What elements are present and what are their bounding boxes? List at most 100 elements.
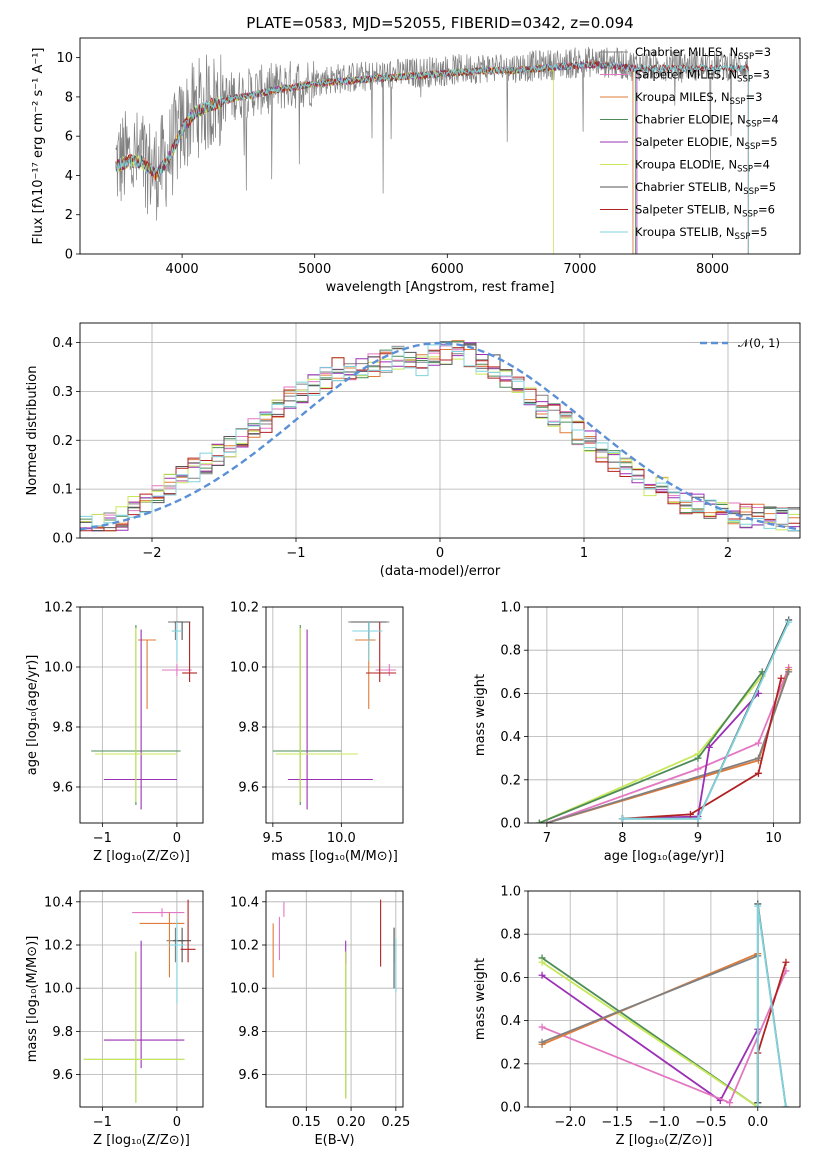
y-tick-label: 1.0 (500, 885, 521, 900)
y-tick-label: 0.0 (500, 1101, 521, 1116)
legend-entry: Salpeter STELIB, NSSP=6 (635, 203, 775, 220)
y-tick-label: 0.8 (500, 644, 521, 659)
mass_vs_age-plot (272, 621, 397, 810)
y-tick-label: 2 (65, 208, 73, 223)
y-tick-label: 9.6 (238, 781, 259, 796)
x-axis-label: wavelength [Angstrom, rest frame] (326, 280, 555, 295)
weight-line-kroupa_stelib (622, 621, 790, 820)
weight-marker-chabrier_elodie (535, 819, 543, 823)
y-tick-label: 8 (65, 90, 73, 105)
figure-title: PLATE=0583, MJD=52055, FIBERID=0342, z=0… (246, 14, 633, 32)
Z_vs_weight-plot (538, 900, 790, 1107)
legend-entry: Chabrier STELIB, NSSP=5 (635, 180, 776, 197)
spectrum-plot (115, 46, 749, 254)
x-axis-label: mass [log₁₀(M/M⊙)] (271, 849, 398, 864)
y-tick-label: 0 (65, 248, 73, 263)
x-tick-label: −2 (142, 546, 161, 561)
y-tick-label: 10.2 (44, 939, 73, 954)
plot-frame (265, 890, 404, 1108)
age_vs_weight-plot (535, 616, 793, 823)
spectrum-panel: 4000 5000 6000 7000 8000 0 2 4 6 8 10 wavelength [A… (31, 37, 801, 295)
x-tick-label: 2 (724, 546, 732, 561)
weight-marker-chabrier_miles (538, 1038, 546, 1046)
weight-marker-kroupa_elodie (538, 958, 546, 966)
legend-entry: Chabrier ELODIE, NSSP=4 (635, 113, 779, 130)
y-tick-label: 10.2 (230, 939, 259, 954)
x-tick-label: 9.5 (263, 831, 284, 846)
y-tick-label: 9.8 (238, 1025, 259, 1040)
y-axis-label: age [log₁₀(age/yr)] (25, 655, 40, 776)
y-tick-label: 0.4 (500, 1014, 521, 1029)
legend-entry: Salpeter MILES, NSSP=3 (635, 68, 770, 85)
x-axis-label: E(B-V) (314, 1133, 354, 1148)
spectrum-model-salpeter_stelib (115, 61, 749, 254)
weight-line-chabrier_miles (541, 954, 759, 1044)
x-tick-label: −0.5 (695, 1115, 727, 1130)
weight-line-salpeter_elodie (622, 692, 760, 820)
x-tick-label: 0.15 (292, 1115, 321, 1130)
y-tick-label: 0.6 (500, 687, 521, 702)
y-tick-label: 10.2 (44, 601, 73, 616)
legend-entry: Salpeter ELODIE, NSSP=5 (635, 135, 778, 152)
weight-marker-kroupa_stelib (754, 902, 762, 910)
residuals-panel: −2 −1 0 1 2 0.0 0.1 0.2 0.3 0.4 (data-model)/error… (25, 322, 801, 579)
plot-frame (527, 890, 801, 1108)
y-axis-label: Flux [fλ10⁻¹⁷ erg cm⁻² s⁻¹ A⁻¹] (31, 48, 46, 245)
y-tick-label: 0.6 (500, 971, 521, 986)
y-tick-label: 9.6 (52, 781, 73, 796)
weight-marker-salpeter_elodie (705, 743, 713, 751)
y-tick-label: 0.8 (500, 928, 521, 943)
y-tick-label: 10.4 (44, 895, 73, 910)
y-axis-label: mass [log₁₀(M/M⊙)] (25, 936, 40, 1063)
y-tick-label: 0.2 (500, 773, 521, 788)
x-tick-label: 0 (436, 546, 444, 561)
x-axis-label: age [log₁₀(age/yr)] (604, 849, 725, 864)
weight-line-salpeter_miles (546, 667, 790, 823)
weight-marker-chabrier_miles (785, 668, 793, 676)
age_vs_weight-panel: 7 8 9 10 0.0 0.2 0.4 0.6 0.8 1.0 age [log₁₀(age/yr… (473, 601, 801, 864)
x-tick-label: 4000 (166, 262, 199, 277)
weight-marker-salpeter_miles (694, 765, 702, 773)
y-tick-label: 9.8 (52, 721, 73, 736)
y-tick-label: 0.4 (500, 730, 521, 745)
weight-marker-kroupa_stelib (782, 1103, 790, 1107)
weight-marker-kroupa_stelib (785, 618, 793, 626)
y-tick-label: 4 (65, 169, 73, 184)
x-tick-label: −1 (286, 546, 305, 561)
weight-marker-salpeter_elodie (538, 971, 546, 979)
Z_vs_weight-panel: −2.0 −1.5 −1.0 −0.5 0.0 0.0 0.2 0.4 0.6 0.8 1.0 Z [… (473, 885, 801, 1148)
y-tick-label: 0.3 (52, 385, 73, 400)
weight-marker-kroupa_stelib (618, 815, 626, 823)
x-tick-label: −1.0 (648, 1115, 680, 1130)
y-tick-label: 9.8 (238, 721, 259, 736)
plot-frame (79, 37, 801, 255)
weight-marker-chabrier_miles (543, 819, 551, 823)
weight-marker-salpeter_miles (726, 1099, 734, 1107)
legend-entry: Kroupa STELIB, NSSP=5 (635, 225, 767, 242)
plot-frame (79, 890, 204, 1108)
histogram-kroupa_stelib (80, 344, 800, 531)
x-tick-label: 0.25 (381, 1115, 410, 1130)
x-tick-label: 8000 (696, 262, 729, 277)
weight-marker-chabrier_elodie (694, 754, 702, 762)
weight-marker-salpeter_stelib (782, 958, 790, 966)
EBV_vs_mass-panel: 0.15 0.20 0.25 9.6 9.8 10.0 10.2 10.4 E(B-V) (230, 890, 410, 1148)
residuals-plot (80, 340, 800, 532)
weight-line-salpeter_elodie (541, 974, 759, 1102)
x-axis-label: Z [log₁₀(Z/Z⊙)] (93, 849, 190, 864)
weight-marker-chabrier_miles (754, 754, 762, 762)
x-tick-label: 5000 (298, 262, 331, 277)
spectrum-model-kroupa_stelib (115, 60, 749, 254)
plot-frame (527, 606, 801, 824)
Z_vs_age-panel: −1 0 9.6 9.8 10.0 10.2 Z [log₁₀(Z/Z⊙)] age [log… (25, 601, 204, 864)
y-tick-label: 10.2 (230, 601, 259, 616)
y-tick-label: 10.0 (230, 661, 259, 676)
weight-marker-salpeter_stelib (754, 769, 762, 777)
weight-line-salpeter_stelib (622, 678, 782, 820)
y-axis-label: mass weight (473, 674, 488, 756)
x-tick-label: 0 (173, 1115, 181, 1130)
y-tick-label: 0.0 (52, 532, 73, 547)
x-tick-label: 0.20 (337, 1115, 366, 1130)
y-tick-label: 0.1 (52, 483, 73, 498)
